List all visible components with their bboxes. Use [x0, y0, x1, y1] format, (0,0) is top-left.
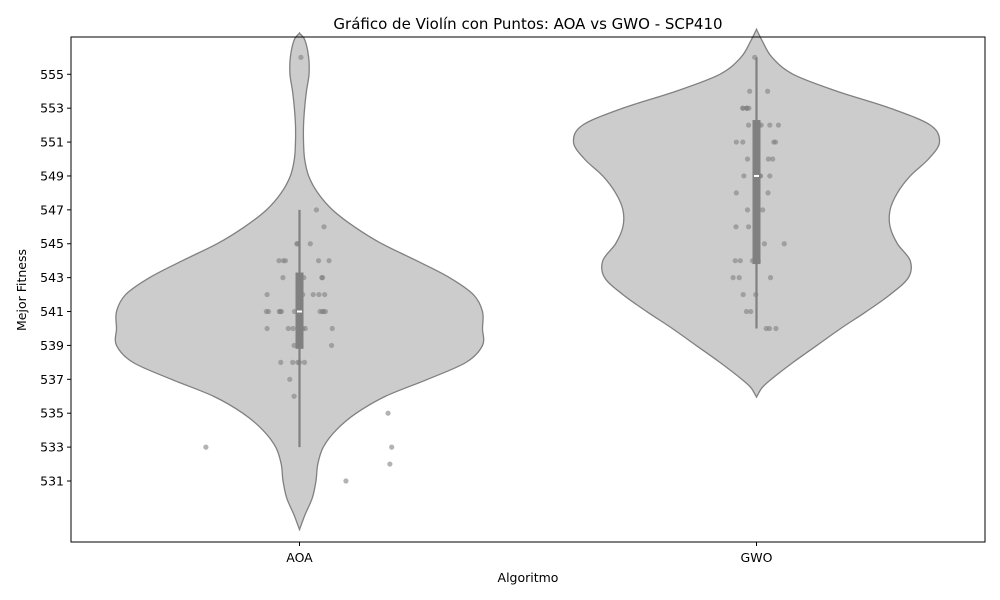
y-tick-label: 531	[40, 473, 64, 488]
data-point-gwo	[760, 207, 766, 213]
data-point-aoa	[291, 393, 297, 399]
points-layer	[203, 54, 787, 484]
data-point-aoa	[313, 207, 320, 213]
data-point-gwo	[773, 325, 779, 332]
data-point-gwo	[733, 224, 739, 230]
data-point-gwo	[775, 122, 782, 128]
data-point-gwo	[745, 224, 752, 230]
data-point-gwo	[765, 190, 771, 196]
data-point-aoa	[319, 275, 326, 281]
y-tick-label: 537	[40, 372, 64, 387]
data-point-aoa	[343, 478, 349, 484]
data-point-aoa	[287, 376, 293, 382]
plot-frame	[70, 36, 986, 543]
data-point-aoa	[203, 444, 209, 450]
data-point-gwo	[748, 308, 754, 315]
data-point-gwo	[747, 88, 753, 94]
data-point-gwo	[733, 190, 739, 196]
y-tick-label: 543	[40, 270, 64, 285]
y-tick-label: 551	[40, 135, 64, 150]
chart-title: Gráfico de Violín con Puntos: AOA vs GWO…	[333, 15, 722, 33]
data-point-gwo	[744, 207, 751, 213]
data-point-gwo	[765, 156, 771, 162]
data-point-aoa	[278, 308, 285, 315]
y-tick-label: 555	[40, 67, 64, 82]
data-point-gwo	[766, 325, 773, 332]
data-point-aoa	[291, 342, 297, 349]
data-point-aoa	[307, 241, 313, 247]
data-point-gwo	[781, 241, 787, 247]
data-point-aoa	[321, 224, 327, 230]
data-point-gwo	[765, 88, 771, 94]
y-tick-label: 541	[40, 304, 64, 319]
data-point-aoa	[264, 325, 270, 332]
x-tick-label-aoa: AOA	[286, 550, 313, 565]
data-point-aoa	[329, 325, 335, 332]
y-tick-label: 549	[40, 168, 64, 183]
y-tick-label: 533	[40, 440, 64, 455]
data-point-gwo	[767, 122, 773, 128]
data-point-aoa	[298, 54, 304, 60]
data-point-aoa	[315, 258, 322, 264]
data-point-aoa	[322, 291, 328, 298]
data-point-aoa	[322, 308, 329, 315]
data-point-aoa	[285, 325, 291, 332]
data-point-gwo	[770, 156, 776, 162]
data-point-aoa	[301, 359, 308, 365]
data-point-gwo	[744, 156, 751, 162]
x-axis-label: Algoritmo	[498, 570, 559, 585]
data-point-aoa	[387, 461, 393, 467]
data-point-aoa	[385, 410, 391, 416]
data-point-aoa	[276, 258, 282, 264]
x-axis: AOA GWO	[286, 542, 773, 565]
data-point-gwo	[746, 105, 752, 111]
data-point-gwo	[772, 139, 779, 145]
data-point-aoa	[302, 325, 308, 332]
data-point-gwo	[767, 275, 774, 281]
y-tick-label: 539	[40, 338, 64, 353]
data-point-gwo	[745, 122, 752, 128]
data-point-aoa	[265, 308, 272, 315]
data-point-gwo	[767, 173, 773, 179]
data-point-gwo	[743, 308, 750, 315]
data-point-gwo	[737, 258, 743, 264]
data-point-aoa	[282, 258, 289, 264]
data-point-gwo	[736, 275, 742, 281]
data-point-aoa	[316, 291, 322, 298]
y-axis: 531 533 535 537 539 541 543 545 547 549 551 553 555	[40, 67, 71, 488]
data-point-gwo	[741, 173, 747, 179]
data-point-aoa	[389, 444, 395, 450]
data-point-aoa	[328, 342, 335, 349]
iqr-box-gwo	[752, 120, 761, 265]
y-tick-label: 553	[40, 101, 64, 116]
x-tick-label-gwo: GWO	[741, 550, 773, 565]
y-tick-label: 535	[40, 406, 64, 421]
y-axis-label: Mejor Fitness	[14, 249, 29, 331]
data-point-gwo	[740, 291, 746, 298]
data-point-aoa	[280, 275, 286, 281]
data-point-gwo	[733, 139, 739, 145]
y-tick-label: 545	[40, 236, 64, 251]
data-point-aoa	[278, 359, 284, 365]
data-point-gwo	[740, 105, 746, 111]
y-tick-label: 547	[40, 202, 64, 217]
data-point-aoa	[290, 325, 296, 332]
data-point-aoa	[310, 291, 316, 298]
data-point-aoa	[326, 258, 332, 264]
data-point-gwo	[761, 241, 768, 247]
data-point-gwo	[732, 258, 738, 264]
violins-layer	[114, 28, 941, 531]
data-point-gwo	[740, 139, 746, 145]
data-point-aoa	[290, 359, 296, 365]
boxes-layer	[295, 57, 761, 448]
data-point-gwo	[730, 275, 736, 281]
data-point-aoa	[264, 291, 270, 298]
